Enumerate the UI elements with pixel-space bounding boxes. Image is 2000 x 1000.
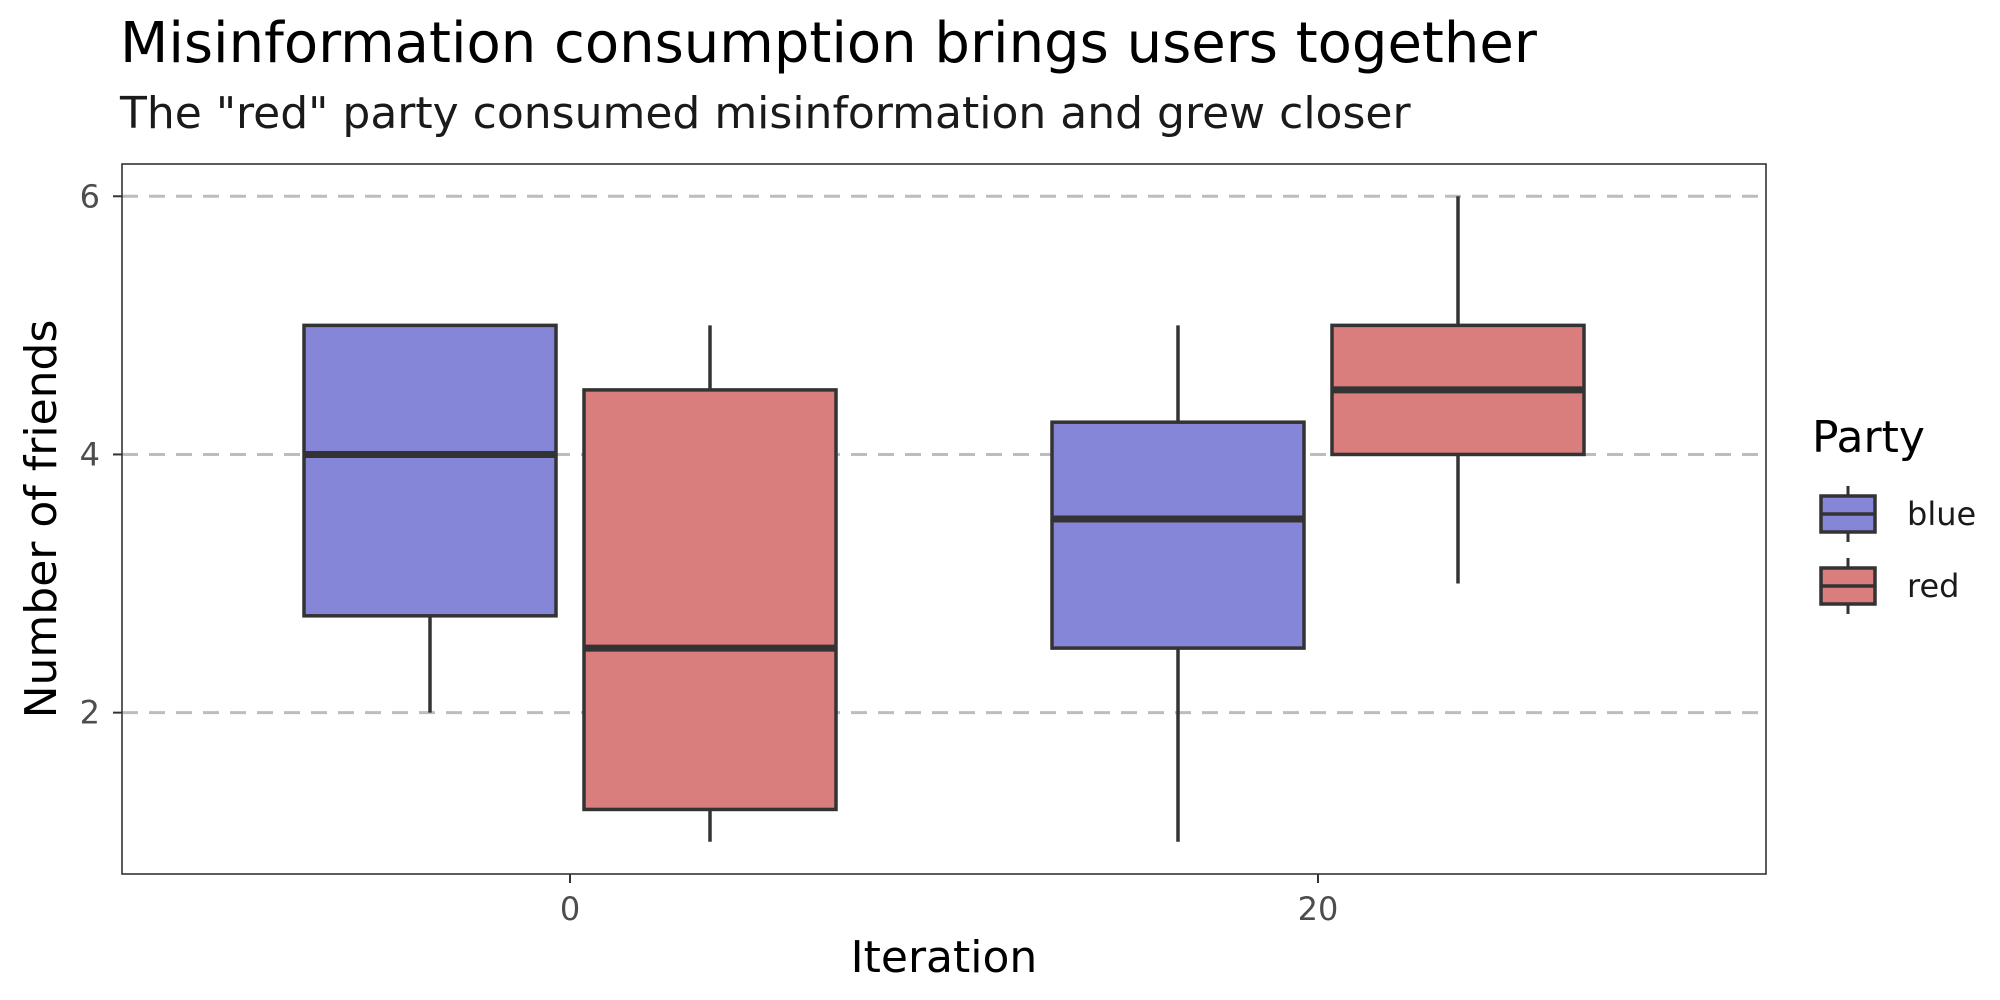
y-tick-label: 2	[80, 694, 100, 732]
iqr-box	[582, 388, 838, 812]
legend-key	[1819, 558, 1877, 614]
y-tick-label: 4	[80, 435, 100, 473]
y-axis-title: Number of friends	[16, 320, 67, 719]
chart-title: Misinformation consumption brings users …	[120, 11, 1538, 76]
legend-title: Party	[1812, 412, 1925, 463]
iqr-box	[302, 323, 558, 618]
box-red-iter-20	[1330, 196, 1586, 584]
box-red-iter-0	[582, 325, 838, 842]
chart-subtitle: The "red" party consumed misinformation …	[119, 88, 1411, 139]
x-axis: 0 20	[560, 874, 1339, 928]
iqr-box	[1050, 420, 1306, 650]
box-blue-iter-0	[302, 323, 558, 713]
legend-label: blue	[1907, 495, 1976, 533]
x-tick-label: 0	[560, 890, 580, 928]
legend-key	[1819, 486, 1877, 542]
y-axis: 2 4 6	[80, 177, 122, 732]
legend: Party blue red	[1812, 412, 1976, 614]
box-blue-iter-20	[1050, 325, 1306, 842]
legend-item-red: red	[1819, 558, 1959, 614]
y-tick-label: 6	[80, 177, 100, 215]
x-axis-title: Iteration	[851, 932, 1038, 983]
legend-item-blue: blue	[1819, 486, 1976, 542]
x-tick-label: 20	[1298, 890, 1339, 928]
legend-label: red	[1907, 567, 1959, 605]
plot-panel-border	[121, 163, 1767, 875]
plot-boxes	[302, 196, 1586, 842]
